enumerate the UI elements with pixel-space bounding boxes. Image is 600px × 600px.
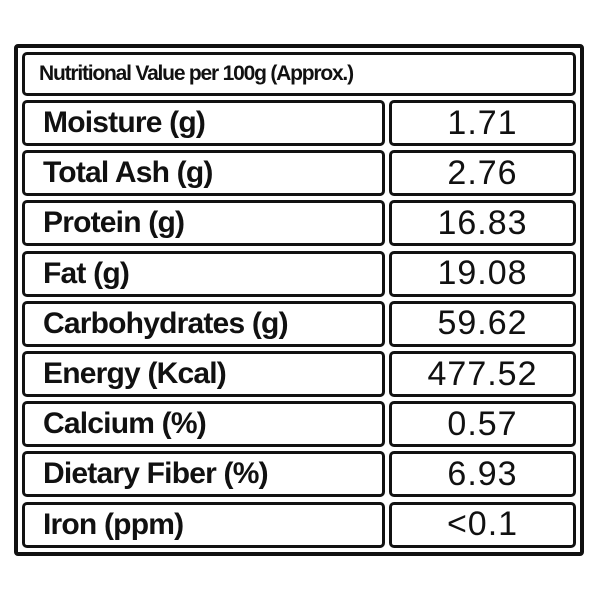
row-value: 0.57 <box>389 401 576 448</box>
row-label: Energy (Kcal) <box>22 351 385 397</box>
row-value: 16.83 <box>389 200 576 247</box>
nutrition-table: Nutritional Value per 100g (Approx.) Moi… <box>14 44 584 556</box>
row-value: 477.52 <box>389 351 576 397</box>
row-value: 59.62 <box>389 300 576 347</box>
row-label: Moisture (g) <box>22 100 385 146</box>
row-value: 19.08 <box>389 250 576 297</box>
row-label: Total Ash (g) <box>22 150 385 197</box>
row-value: 2.76 <box>389 150 576 197</box>
row-value: 6.93 <box>389 451 576 498</box>
row-label: Protein (g) <box>22 200 385 247</box>
row-label: Dietary Fiber (%) <box>22 451 385 498</box>
row-value: 1.71 <box>389 100 576 146</box>
row-label: Iron (ppm) <box>22 501 385 548</box>
row-label: Carbohydrates (g) <box>22 300 385 347</box>
row-label: Calcium (%) <box>22 401 385 448</box>
table-title: Nutritional Value per 100g (Approx.) <box>22 52 576 96</box>
row-value: <0.1 <box>389 501 576 548</box>
row-label: Fat (g) <box>22 250 385 297</box>
